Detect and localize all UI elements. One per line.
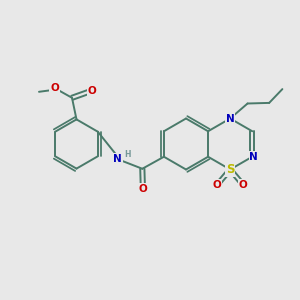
Text: O: O (239, 180, 248, 190)
Text: O: O (87, 86, 96, 96)
Text: O: O (139, 184, 147, 194)
Text: O: O (213, 180, 221, 190)
Text: O: O (50, 83, 59, 93)
Text: N: N (113, 154, 122, 164)
Text: N: N (226, 113, 235, 124)
Text: S: S (226, 163, 234, 176)
Text: H: H (124, 150, 130, 159)
Text: N: N (249, 152, 258, 162)
